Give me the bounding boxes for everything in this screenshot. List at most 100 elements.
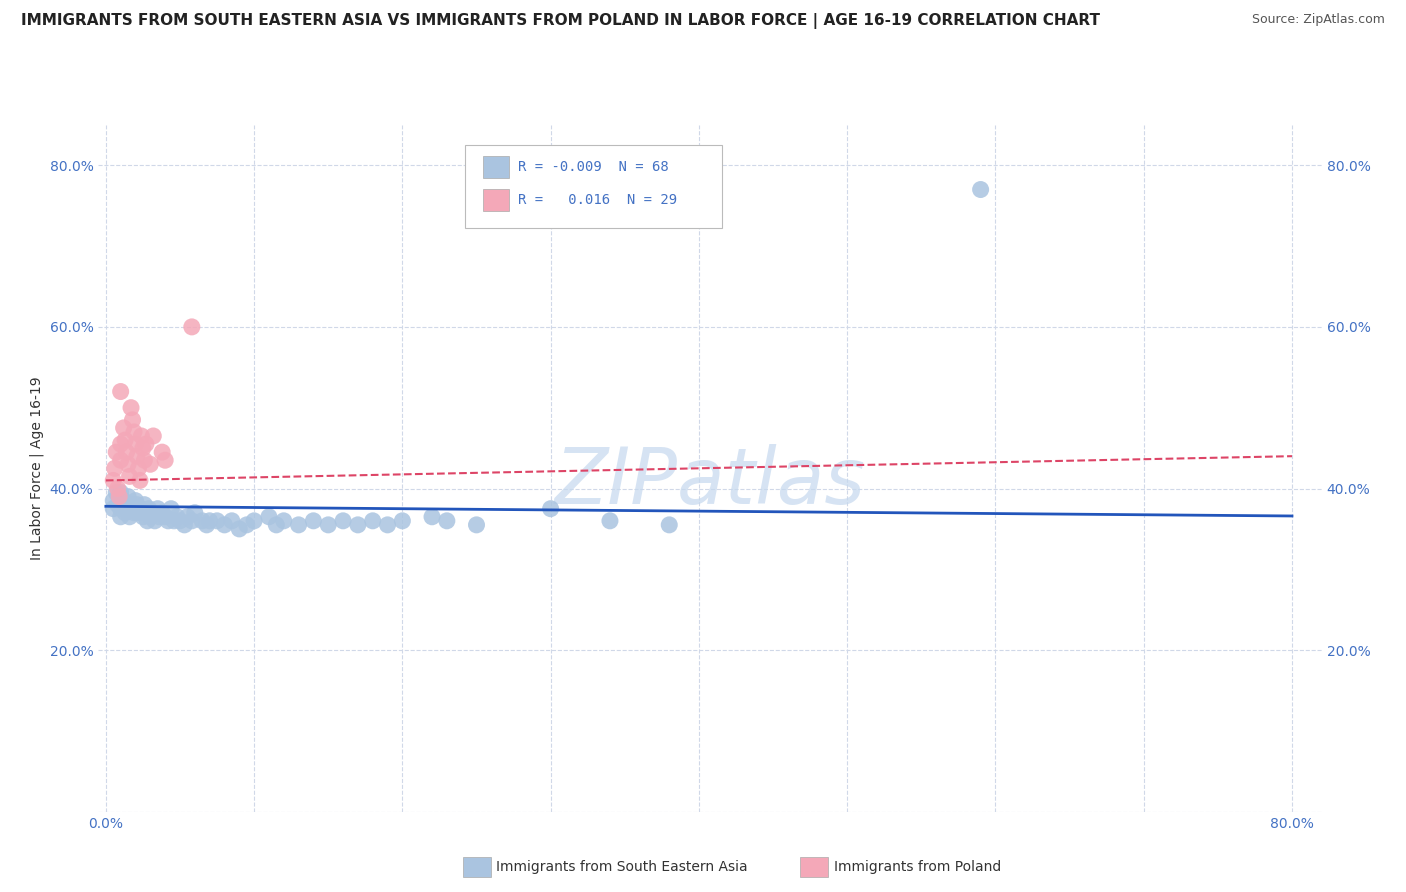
Point xyxy=(153,509,176,524)
Point xyxy=(118,509,141,524)
Point xyxy=(131,429,153,443)
Point xyxy=(115,445,138,459)
Point xyxy=(105,485,128,500)
Point xyxy=(287,517,309,532)
Point xyxy=(150,506,173,520)
Point xyxy=(347,517,370,532)
Point xyxy=(228,522,250,536)
Point xyxy=(163,514,186,528)
Point xyxy=(110,485,132,500)
Text: R =   0.016  N = 29: R = 0.016 N = 29 xyxy=(517,194,678,208)
Point xyxy=(112,421,135,435)
Point xyxy=(135,437,157,451)
Point xyxy=(257,509,280,524)
Point xyxy=(135,506,157,520)
Point xyxy=(134,453,156,467)
Point xyxy=(125,449,148,463)
Point xyxy=(132,441,155,455)
Point xyxy=(122,506,145,520)
Point xyxy=(142,429,165,443)
Point xyxy=(235,517,257,532)
Point xyxy=(141,506,163,520)
Point xyxy=(377,517,399,532)
Point xyxy=(125,498,148,512)
Point xyxy=(243,514,266,528)
Point xyxy=(191,514,214,528)
Point xyxy=(124,437,146,451)
Point xyxy=(132,509,155,524)
Point xyxy=(108,490,131,504)
Point xyxy=(146,501,169,516)
Point xyxy=(129,474,152,488)
Point xyxy=(150,445,173,459)
Point xyxy=(122,425,145,439)
Point xyxy=(120,498,142,512)
Point xyxy=(129,501,152,516)
Point xyxy=(205,514,228,528)
Point xyxy=(112,493,135,508)
Point xyxy=(332,514,354,528)
Point xyxy=(110,437,132,451)
Point xyxy=(266,517,288,532)
Point xyxy=(103,501,125,516)
Point xyxy=(214,517,236,532)
Point xyxy=(391,514,413,528)
Point xyxy=(166,509,188,524)
Point xyxy=(316,517,339,532)
Point xyxy=(273,514,295,528)
Point xyxy=(134,498,156,512)
Point xyxy=(153,453,176,467)
Point xyxy=(110,384,132,399)
Point xyxy=(198,514,221,528)
Point xyxy=(139,457,162,471)
Point xyxy=(127,506,149,520)
Point xyxy=(138,501,160,516)
Point xyxy=(465,517,488,532)
Point xyxy=(104,461,127,475)
Text: R = -0.009  N = 68: R = -0.009 N = 68 xyxy=(517,161,669,175)
Text: Immigrants from South Eastern Asia: Immigrants from South Eastern Asia xyxy=(496,860,748,874)
Point xyxy=(658,517,681,532)
Point xyxy=(107,482,129,496)
Point xyxy=(436,514,458,528)
Point xyxy=(180,319,202,334)
Point xyxy=(117,457,139,471)
Point xyxy=(599,514,621,528)
Point xyxy=(117,501,139,516)
Point xyxy=(176,509,198,524)
Point xyxy=(110,509,132,524)
Point xyxy=(121,501,143,516)
Text: IMMIGRANTS FROM SOUTH EASTERN ASIA VS IMMIGRANTS FROM POLAND IN LABOR FORCE | AG: IMMIGRANTS FROM SOUTH EASTERN ASIA VS IM… xyxy=(21,13,1099,29)
Point xyxy=(169,514,191,528)
FancyBboxPatch shape xyxy=(465,145,723,228)
Point xyxy=(105,445,128,459)
Point xyxy=(114,506,136,520)
Point xyxy=(117,490,139,504)
Point xyxy=(114,433,136,447)
Point xyxy=(195,517,218,532)
Text: Immigrants from Poland: Immigrants from Poland xyxy=(834,860,1001,874)
Point xyxy=(148,509,170,524)
Point xyxy=(420,509,443,524)
Text: Source: ZipAtlas.com: Source: ZipAtlas.com xyxy=(1251,13,1385,27)
Point xyxy=(103,474,125,488)
Point xyxy=(110,453,132,467)
Point xyxy=(184,506,207,520)
Point xyxy=(160,501,183,516)
Text: ZIPatlas: ZIPatlas xyxy=(554,444,866,520)
Point xyxy=(136,514,159,528)
Point xyxy=(124,493,146,508)
Point xyxy=(118,469,141,483)
Point xyxy=(114,498,136,512)
Point xyxy=(173,517,195,532)
Point xyxy=(302,514,325,528)
FancyBboxPatch shape xyxy=(482,156,509,178)
Point xyxy=(540,501,562,516)
Point xyxy=(157,514,180,528)
Point xyxy=(361,514,384,528)
Point xyxy=(120,401,142,415)
Point xyxy=(110,501,132,516)
Point xyxy=(139,509,162,524)
FancyBboxPatch shape xyxy=(482,189,509,211)
Point xyxy=(180,514,202,528)
